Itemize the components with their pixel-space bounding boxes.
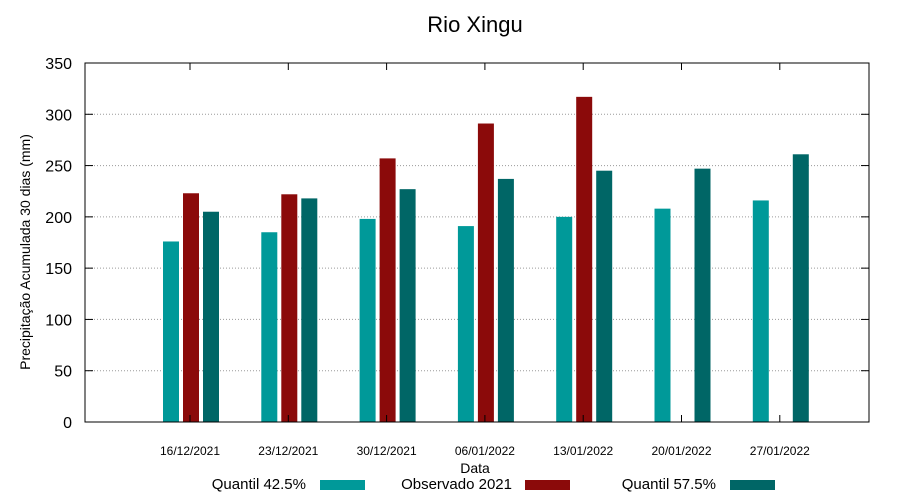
y-tick-label: 0	[63, 415, 72, 432]
plot-frame	[84, 62, 870, 423]
legend-swatch	[525, 480, 570, 490]
y-tick-label: 350	[45, 56, 72, 73]
bar-quantil-42-5--5	[654, 208, 671, 422]
bar-observado-2021-1	[281, 194, 298, 422]
bar-quantil-57-5--3	[497, 178, 514, 422]
bar-quantil-57-5--2	[399, 189, 416, 422]
y-tick-label: 150	[45, 261, 72, 278]
legend-label: Quantil 57.5%	[622, 476, 716, 493]
legend-swatch	[320, 480, 365, 490]
legend: Quantil 42.5% Observado 2021 Quantil 57.5%	[212, 476, 775, 493]
bar-observado-2021-3	[477, 123, 494, 422]
bar-quantil-57-5--1	[301, 198, 318, 422]
x-tick-label: 13/01/2022	[553, 444, 613, 458]
bar-quantil-42-5--4	[556, 216, 573, 422]
bar-observado-2021-0	[183, 193, 199, 422]
x-axis-title: Data	[460, 460, 490, 476]
bar-quantil-42-5--0	[163, 241, 179, 422]
x-axis-ticks: 16/12/2021 23/12/2021 30/12/2021 06/01/2022…	[160, 63, 810, 458]
y-tick-label: 300	[45, 107, 72, 124]
y-tick-label: 50	[54, 364, 72, 381]
legend-swatch	[730, 480, 775, 490]
bars	[163, 96, 809, 423]
x-tick-label: 27/01/2022	[750, 444, 810, 458]
y-tick-label: 250	[45, 159, 72, 176]
x-tick-label: 23/12/2021	[258, 444, 318, 458]
bar-quantil-57-5--5	[694, 168, 711, 422]
x-tick-label: 16/12/2021	[160, 444, 220, 458]
bar-quantil-57-5--0	[203, 211, 219, 422]
x-tick-label: 20/01/2022	[651, 444, 711, 458]
legend-label: Quantil 42.5%	[212, 476, 306, 493]
grid	[85, 113, 869, 372]
bar-observado-2021-4	[576, 96, 593, 422]
y-axis-title: Precipitação Acumulada 30 dias (mm)	[17, 134, 33, 370]
y-tick-label: 200	[45, 210, 72, 227]
y-tick-label: 100	[45, 312, 72, 329]
bar-quantil-42-5--3	[457, 226, 474, 422]
bar-observado-2021-2	[379, 158, 396, 423]
bar-quantil-42-5--1	[261, 232, 278, 422]
y-axis-ticks: 0 50 100 150 200 250 300 350	[45, 56, 869, 432]
bar-quantil-57-5--4	[596, 170, 613, 422]
x-tick-label: 30/12/2021	[357, 444, 417, 458]
chart-title: Rio Xingu	[427, 12, 522, 37]
bar-quantil-42-5--6	[752, 200, 769, 422]
bar-quantil-42-5--2	[359, 218, 376, 422]
legend-label: Observado 2021	[401, 476, 512, 493]
bar-quantil-57-5--6	[792, 154, 809, 422]
x-tick-label: 06/01/2022	[455, 444, 515, 458]
